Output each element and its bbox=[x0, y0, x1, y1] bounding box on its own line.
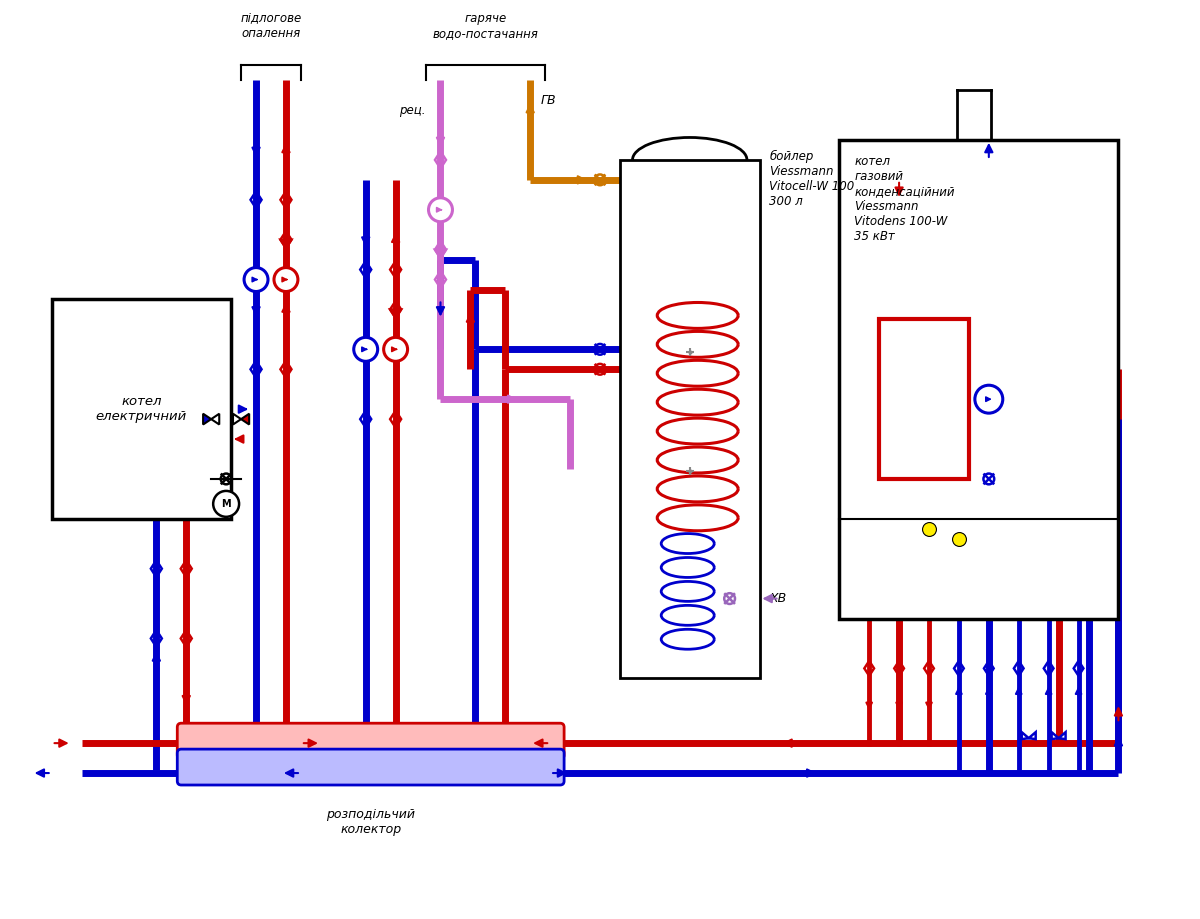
Polygon shape bbox=[1058, 732, 1066, 739]
Circle shape bbox=[274, 267, 298, 291]
Circle shape bbox=[354, 337, 378, 361]
Polygon shape bbox=[241, 414, 250, 425]
Text: бойлер
Viessmann
Vitocell-W 100
300 л: бойлер Viessmann Vitocell-W 100 300 л bbox=[769, 150, 854, 208]
Polygon shape bbox=[390, 310, 401, 318]
Circle shape bbox=[428, 198, 452, 221]
Polygon shape bbox=[1021, 732, 1028, 739]
FancyBboxPatch shape bbox=[178, 723, 564, 759]
Text: розподільчий
колектор: розподільчий колектор bbox=[326, 808, 415, 836]
Bar bbox=[839, 140, 1118, 618]
Text: ХВ: ХВ bbox=[769, 592, 787, 605]
Circle shape bbox=[974, 385, 1003, 414]
Text: ГВ: ГВ bbox=[540, 94, 556, 107]
Circle shape bbox=[214, 491, 239, 516]
Text: M: M bbox=[221, 499, 230, 509]
Polygon shape bbox=[281, 240, 292, 248]
FancyBboxPatch shape bbox=[178, 749, 564, 785]
Text: гаряче
водо-постачання: гаряче водо-постачання bbox=[432, 12, 539, 40]
Text: котел
електричний: котел електричний bbox=[96, 395, 187, 423]
Text: рец.: рец. bbox=[400, 104, 426, 117]
Circle shape bbox=[384, 337, 408, 361]
Polygon shape bbox=[1028, 732, 1036, 739]
Bar bbox=[880, 320, 968, 479]
Text: котел
газовий
конденсаційний
Viessmann
Vitodens 100-W
35 кВт: котел газовий конденсаційний Viessmann V… bbox=[854, 155, 955, 243]
Polygon shape bbox=[233, 414, 241, 425]
Bar bbox=[52, 300, 232, 519]
Polygon shape bbox=[434, 250, 446, 258]
Polygon shape bbox=[211, 414, 220, 425]
Polygon shape bbox=[203, 414, 211, 425]
Circle shape bbox=[244, 267, 268, 291]
Polygon shape bbox=[1051, 732, 1058, 739]
Text: підлогове
опалення: підлогове опалення bbox=[240, 12, 301, 40]
Bar bbox=[620, 160, 760, 678]
